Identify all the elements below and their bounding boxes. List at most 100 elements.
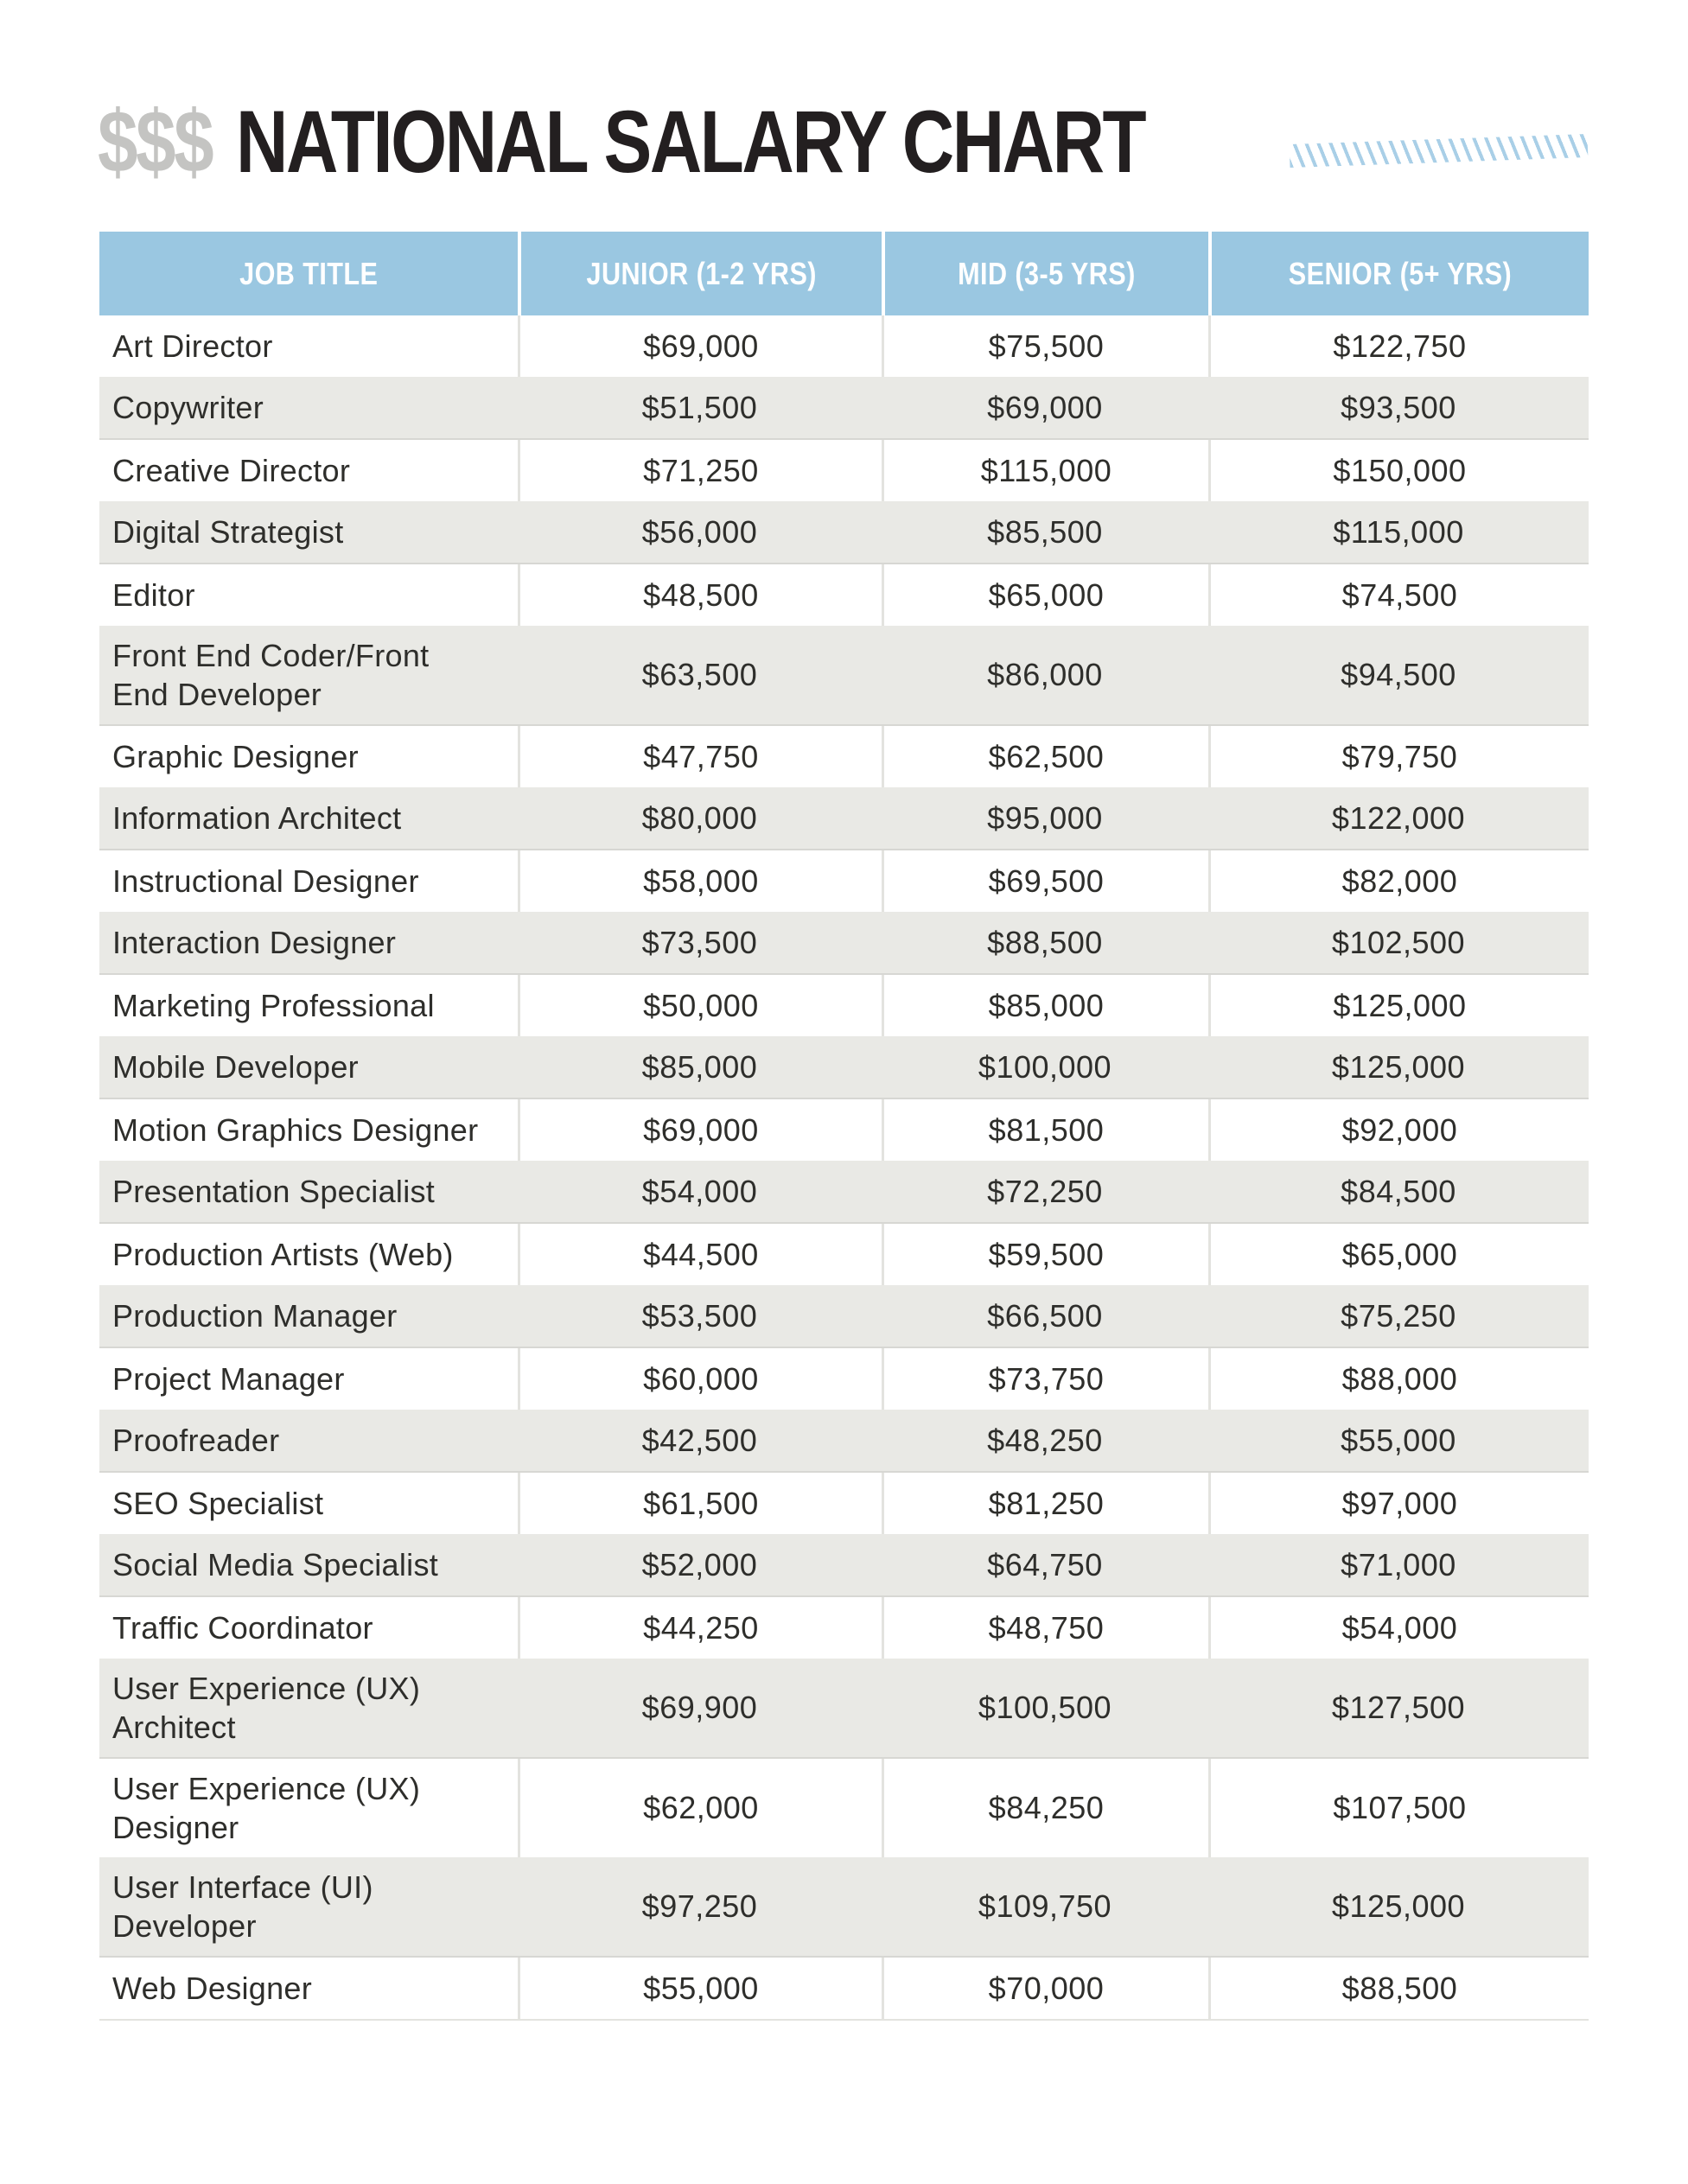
job-title: User Experience (UX) Architect xyxy=(112,1671,421,1745)
page-header: $$$ NATIONAL SALARY CHART xyxy=(98,97,1374,187)
junior-salary: $44,250 xyxy=(643,1609,759,1646)
mid-salary-cell: $48,250 xyxy=(882,1410,1208,1471)
junior-salary: $44,500 xyxy=(643,1236,759,1272)
senior-salary-cell: $65,000 xyxy=(1208,1224,1589,1285)
senior-salary-cell: $93,500 xyxy=(1208,377,1589,438)
table-row: Project Manager $60,000 $73,750 $88,000 xyxy=(99,1348,1589,1410)
mid-salary-cell: $48,750 xyxy=(882,1597,1208,1659)
mid-salary: $48,250 xyxy=(987,1422,1103,1458)
job-title: Production Artists (Web) xyxy=(112,1237,454,1272)
senior-salary: $54,000 xyxy=(1341,1609,1458,1646)
mid-salary-cell: $70,000 xyxy=(882,1958,1208,2019)
job-title-cell: User Interface (UI) Developer xyxy=(99,1857,518,1956)
senior-salary-cell: $122,750 xyxy=(1208,315,1589,377)
senior-salary-cell: $102,500 xyxy=(1208,912,1589,973)
table-row: Proofreader $42,500 $48,250 $55,000 xyxy=(99,1410,1589,1473)
junior-salary-cell: $51,500 xyxy=(518,377,882,438)
mid-salary: $66,500 xyxy=(987,1297,1103,1334)
mid-salary: $64,750 xyxy=(987,1546,1103,1582)
job-title: Social Media Specialist xyxy=(112,1547,439,1582)
junior-salary-cell: $73,500 xyxy=(518,912,882,973)
table-row: User Experience (UX) Designer $62,000 $8… xyxy=(99,1759,1589,1857)
table-row: Mobile Developer $85,000 $100,000 $125,0… xyxy=(99,1036,1589,1099)
table-row: Editor $48,500 $65,000 $74,500 xyxy=(99,564,1589,626)
mid-salary: $86,000 xyxy=(987,657,1103,692)
table-row: Graphic Designer $47,750 $62,500 $79,750 xyxy=(99,726,1589,787)
senior-salary-cell: $122,000 xyxy=(1208,787,1589,849)
table-row: SEO Specialist $61,500 $81,250 $97,000 xyxy=(99,1473,1589,1534)
mid-salary: $69,000 xyxy=(987,389,1103,425)
senior-salary: $71,000 xyxy=(1341,1546,1456,1582)
mid-salary: $95,000 xyxy=(987,799,1103,836)
senior-salary-cell: $97,000 xyxy=(1208,1473,1589,1534)
job-title-cell: Web Designer xyxy=(99,1958,518,2019)
mid-salary-cell: $59,500 xyxy=(882,1224,1208,1285)
junior-salary: $62,000 xyxy=(643,1790,759,1825)
mid-salary: $88,500 xyxy=(987,924,1103,960)
junior-salary-cell: $97,250 xyxy=(518,1857,882,1956)
junior-salary: $42,500 xyxy=(641,1422,758,1458)
junior-salary-cell: $44,500 xyxy=(518,1224,882,1285)
senior-salary: $115,000 xyxy=(1333,513,1464,550)
table-row: Production Artists (Web) $44,500 $59,500… xyxy=(99,1224,1589,1285)
mid-salary-cell: $109,750 xyxy=(882,1857,1208,1956)
mid-salary: $85,500 xyxy=(987,513,1103,550)
mid-salary-cell: $100,500 xyxy=(882,1659,1208,1757)
junior-salary-cell: $50,000 xyxy=(518,975,882,1036)
junior-salary: $58,000 xyxy=(643,863,759,899)
column-header-job-title: JOB TITLE xyxy=(99,232,518,315)
mid-salary: $62,500 xyxy=(988,738,1105,774)
senior-salary: $122,750 xyxy=(1333,328,1467,364)
dollar-signs-icon: $$$ xyxy=(98,92,214,191)
mid-salary: $115,000 xyxy=(980,452,1112,488)
mid-salary-cell: $69,000 xyxy=(882,377,1208,438)
mid-salary-cell: $69,500 xyxy=(882,850,1208,912)
job-title: Interaction Designer xyxy=(112,925,397,960)
junior-salary: $55,000 xyxy=(643,1970,759,2006)
junior-salary-cell: $48,500 xyxy=(518,564,882,626)
job-title: Copywriter xyxy=(112,390,264,425)
senior-salary-cell: $115,000 xyxy=(1208,501,1589,563)
senior-salary-cell: $54,000 xyxy=(1208,1597,1589,1659)
job-title-cell: Graphic Designer xyxy=(99,726,518,787)
senior-salary: $150,000 xyxy=(1333,452,1467,488)
senior-salary-cell: $94,500 xyxy=(1208,626,1589,724)
mid-salary: $81,500 xyxy=(988,1111,1105,1148)
senior-salary: $79,750 xyxy=(1341,738,1458,774)
junior-salary-cell: $71,250 xyxy=(518,440,882,501)
senior-salary-cell: $74,500 xyxy=(1208,564,1589,626)
job-title-cell: Creative Director xyxy=(99,440,518,501)
job-title: Mobile Developer xyxy=(112,1049,359,1085)
mid-salary: $59,500 xyxy=(988,1236,1105,1272)
junior-salary-cell: $42,500 xyxy=(518,1410,882,1471)
job-title-cell: Production Artists (Web) xyxy=(99,1224,518,1285)
mid-salary: $69,500 xyxy=(988,863,1105,899)
page-title: $$$ NATIONAL SALARY CHART xyxy=(98,97,1147,187)
mid-salary-cell: $73,750 xyxy=(882,1348,1208,1410)
job-title-cell: Social Media Specialist xyxy=(99,1534,518,1595)
senior-salary: $102,500 xyxy=(1331,924,1466,960)
senior-salary-cell: $125,000 xyxy=(1208,1036,1589,1098)
job-title-cell: Digital Strategist xyxy=(99,501,518,563)
senior-salary-cell: $150,000 xyxy=(1208,440,1589,501)
column-header-label: JUNIOR (1-2 YRS) xyxy=(586,255,817,291)
mid-salary: $84,250 xyxy=(988,1790,1105,1825)
mid-salary-cell: $100,000 xyxy=(882,1036,1208,1098)
mid-salary: $85,000 xyxy=(988,987,1105,1023)
senior-salary-cell: $107,500 xyxy=(1208,1759,1589,1857)
senior-salary: $125,000 xyxy=(1331,1888,1466,1924)
senior-salary: $88,500 xyxy=(1341,1970,1458,2006)
junior-salary-cell: $62,000 xyxy=(518,1759,882,1857)
senior-salary-cell: $71,000 xyxy=(1208,1534,1589,1595)
job-title: Project Manager xyxy=(112,1361,345,1397)
job-title-cell: Editor xyxy=(99,564,518,626)
page-title-text: NATIONAL SALARY CHART xyxy=(236,92,1147,191)
senior-salary: $107,500 xyxy=(1333,1790,1467,1825)
senior-salary-cell: $84,500 xyxy=(1208,1161,1589,1222)
job-title: Front End Coder/Front End Developer xyxy=(112,638,430,712)
junior-salary: $56,000 xyxy=(641,513,758,550)
job-title: Proofreader xyxy=(112,1423,280,1458)
column-header-mid: MID (3-5 YRS) xyxy=(882,232,1208,315)
junior-salary-cell: $80,000 xyxy=(518,787,882,849)
